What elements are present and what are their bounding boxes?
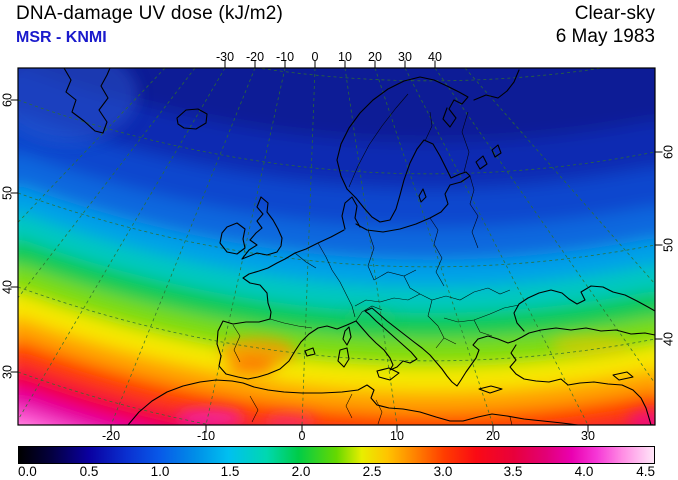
country-borders [232,93,520,425]
coast-great-britain [241,196,283,260]
top-axis-label: 20 [368,50,382,64]
bottom-axis-label: 10 [390,429,404,443]
coast-blacksea-south [513,327,655,342]
left-axis-label: 30 [0,365,15,379]
coast-crete [478,385,503,394]
coast-ireland [219,222,246,255]
date-label: 6 May 1983 [555,26,655,47]
coast-italy-balkans-greece [355,307,515,387]
axis-ticks-bottom [110,425,589,433]
top-axis-label: -20 [245,50,265,64]
axis-ticks-left [10,99,18,373]
right-axis-label: 60 [661,145,676,159]
left-axis-label: 50 [0,186,15,200]
coast-sardinia [337,347,350,368]
colorbar-gradient [18,446,655,464]
lakes-ladoga-onega [475,144,502,170]
bottom-axis-label: 0 [298,429,306,443]
top-axis-label: -10 [275,50,295,64]
colorbar-tick-label: 4.5 [636,464,655,479]
coast-gotland [418,188,427,203]
left-axis-label: 60 [0,93,15,107]
colorbar-tick-label: 2.0 [291,464,311,479]
top-axis-label: 0 [311,50,319,64]
top-axis-label: 10 [338,50,352,64]
top-axis-label: 30 [398,50,412,64]
coast-greenland [63,68,111,134]
coast-cyprus [612,371,634,381]
coast-west-europe-iberia [216,229,357,380]
coast-north-africa [127,379,579,425]
top-axis-label: 40 [428,50,442,64]
colorbar-tick-label: 1.5 [220,464,240,479]
colorbar-tick-label: 3.0 [433,464,453,479]
colorbar-tick-label: 4.0 [574,464,594,479]
coast-turkey [509,344,652,425]
left-axis-label: 40 [0,280,15,294]
axis-ticks-top [224,60,436,68]
graticule [18,68,655,425]
colorbar-tick-label: 0.0 [18,464,37,479]
axis-ticks-right [655,151,663,340]
coastlines [63,68,655,425]
coast-baltic [346,139,471,233]
data-source: MSR - KNMI [16,29,107,46]
bottom-axis-label: -10 [196,429,216,443]
bottom-axis-label: 20 [486,429,500,443]
colorbar-tick-label: 3.5 [503,464,523,479]
page-title: DNA-damage UV dose (kJ/m2) [16,3,284,24]
coast-majorca [304,347,316,357]
coast-blacksea-north [513,285,655,332]
coast-sicily [376,367,400,381]
map-frame [17,67,656,426]
right-axis-label: 50 [661,238,676,252]
right-axis-label: 40 [661,332,676,346]
condition-label: Clear-sky [574,3,655,24]
coast-norway [336,76,469,190]
coast-corsica [342,326,352,346]
bottom-axis-label: -20 [101,429,121,443]
coast-denmark [341,196,361,230]
colorbar-tick-label: 1.0 [150,464,170,479]
colorbar-tick-label: 2.5 [362,464,382,479]
colorbar-tick-label: 0.5 [79,464,99,479]
coast-iceland [176,108,208,130]
top-axis-label: -30 [215,50,235,64]
coast-barents [473,69,520,101]
bottom-axis-label: 30 [581,429,595,443]
